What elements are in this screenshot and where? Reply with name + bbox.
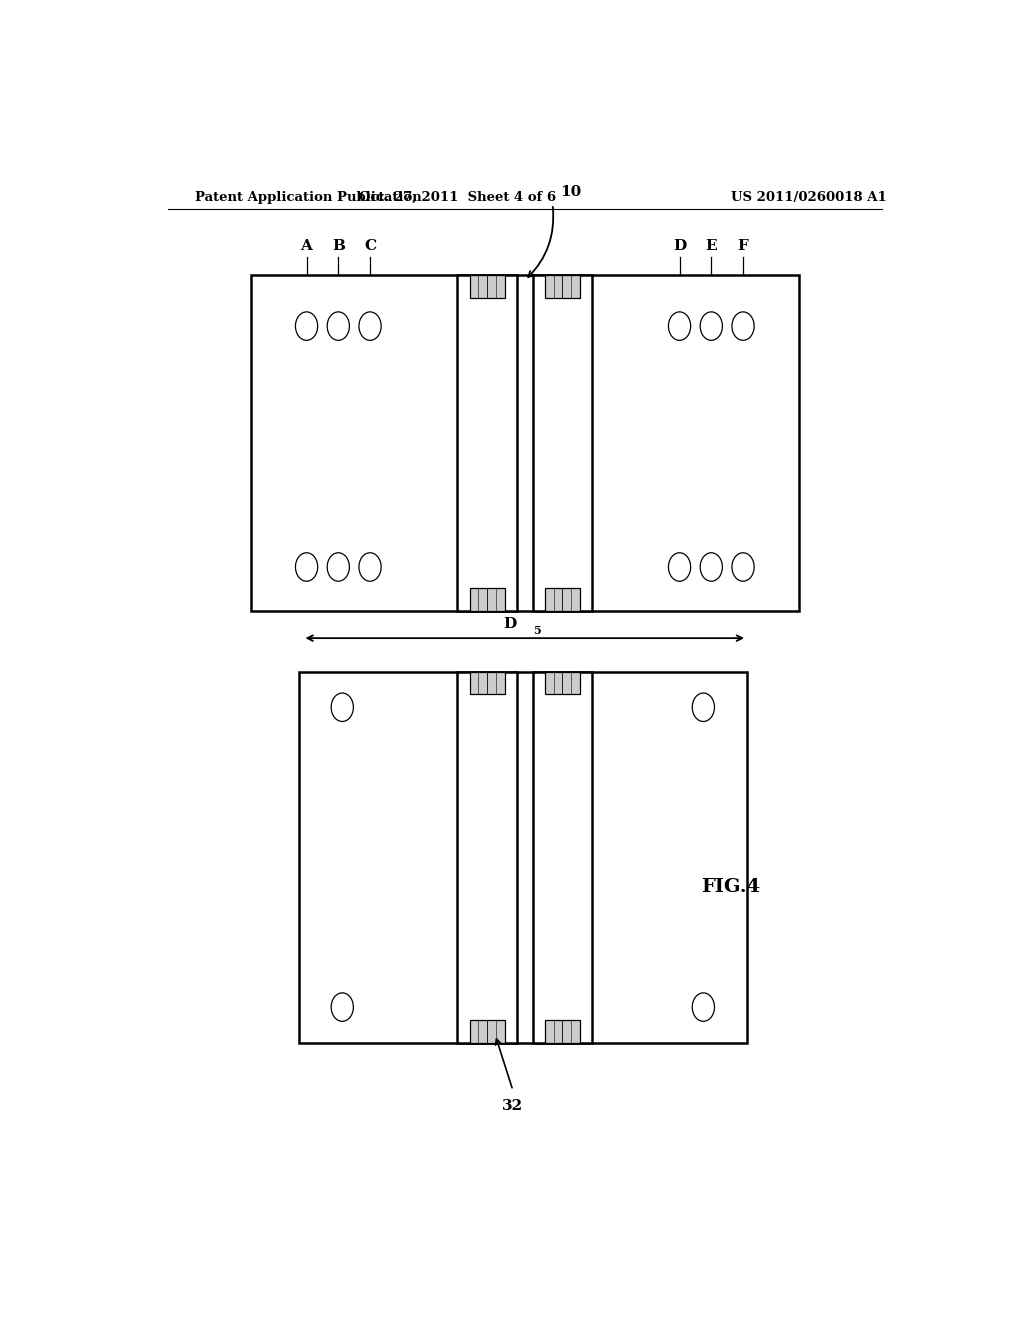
Text: FIG.4: FIG.4 <box>701 878 761 896</box>
Circle shape <box>331 993 353 1022</box>
Bar <box>470 589 505 611</box>
Bar <box>470 672 505 694</box>
Text: 32: 32 <box>503 1098 523 1113</box>
Text: B: B <box>332 239 345 253</box>
Text: Oct. 27, 2011  Sheet 4 of 6: Oct. 27, 2011 Sheet 4 of 6 <box>358 190 556 203</box>
Bar <box>458 276 517 611</box>
Circle shape <box>732 312 754 341</box>
Circle shape <box>359 553 381 581</box>
Text: Patent Application Publication: Patent Application Publication <box>196 190 422 203</box>
Circle shape <box>669 312 690 341</box>
Circle shape <box>296 312 317 341</box>
Bar <box>458 672 517 1043</box>
Text: 10: 10 <box>560 185 582 199</box>
Bar <box>545 276 580 297</box>
Bar <box>251 276 799 611</box>
Bar <box>545 1020 580 1043</box>
Text: D: D <box>673 239 686 253</box>
Circle shape <box>328 553 349 581</box>
Text: E: E <box>706 239 717 253</box>
Text: 5: 5 <box>532 626 541 636</box>
Bar <box>299 672 748 1043</box>
Text: D: D <box>504 616 517 631</box>
Circle shape <box>692 993 715 1022</box>
Bar <box>470 1020 505 1043</box>
Circle shape <box>669 553 690 581</box>
Bar <box>532 672 592 1043</box>
Circle shape <box>692 693 715 722</box>
Text: F: F <box>737 239 749 253</box>
Bar <box>545 589 580 611</box>
Bar <box>470 276 505 297</box>
Text: US 2011/0260018 A1: US 2011/0260018 A1 <box>731 190 887 203</box>
Bar <box>532 276 592 611</box>
Text: A: A <box>301 239 312 253</box>
Circle shape <box>296 553 317 581</box>
Bar <box>545 672 580 694</box>
Circle shape <box>700 553 722 581</box>
Circle shape <box>359 312 381 341</box>
Circle shape <box>328 312 349 341</box>
Circle shape <box>700 312 722 341</box>
Text: C: C <box>364 239 376 253</box>
Circle shape <box>331 693 353 722</box>
Circle shape <box>732 553 754 581</box>
